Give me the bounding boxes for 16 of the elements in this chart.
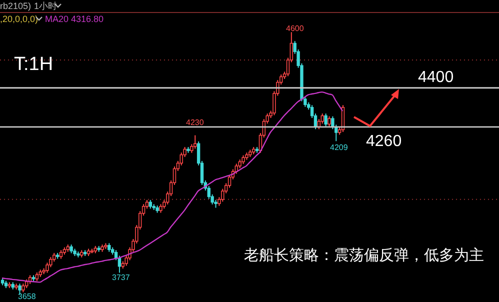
annotation: 3658 [18,292,36,301]
annotation: 4230 [186,118,204,127]
annotation: 4600 [286,24,304,33]
text: 1小时 [34,1,58,11]
text: rb2105) [0,1,32,11]
annotation: 老船长策略：震荡偏反弹，低多为主 [244,247,484,264]
candlestick [328,116,331,127]
annotation: MA20 4316.80 [45,14,104,24]
annotation: T:1H [14,54,54,75]
ref-line-label: 4260 [366,132,402,150]
candlestick [324,113,328,127]
ref-line-label: 4400 [418,68,454,86]
annotation: ,20,0,0,0) [0,14,38,24]
candlestick [194,134,197,150]
annotation: 3737 [112,273,130,282]
annotation: 4209 [330,143,348,152]
